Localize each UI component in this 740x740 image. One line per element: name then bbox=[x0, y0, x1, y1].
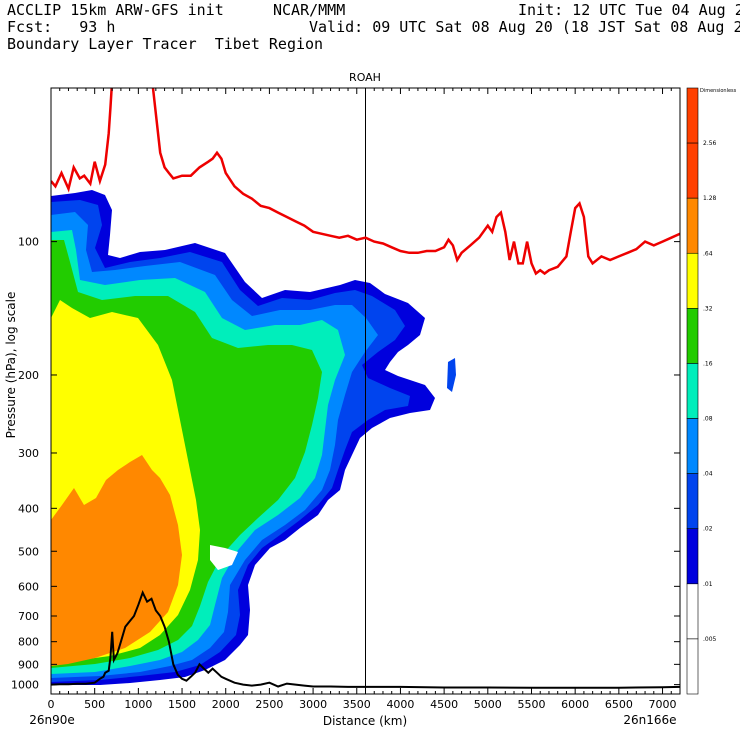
colorbar-level-label: 1.28 bbox=[703, 195, 717, 202]
colorbar-level-label: .08 bbox=[703, 416, 713, 423]
tracer-lower-blue-patch bbox=[447, 358, 456, 392]
x-tick-label: 3000 bbox=[299, 698, 327, 711]
x-tick-label: 3500 bbox=[343, 698, 371, 711]
x-tick-label: 5000 bbox=[474, 698, 502, 711]
header-init-time: Init: 12 UTC Tue 04 Aug 20 bbox=[518, 1, 740, 19]
colorbar-swatch bbox=[686, 418, 699, 474]
tracer-shading bbox=[51, 190, 456, 685]
chart-title: ROAH bbox=[349, 71, 381, 84]
x-axis-right-location: 26n166e bbox=[623, 713, 676, 727]
x-tick-label: 4500 bbox=[430, 698, 458, 711]
colorbar-level-label: .04 bbox=[703, 471, 713, 478]
y-tick-label: 700 bbox=[18, 610, 39, 623]
x-tick-label: 4000 bbox=[386, 698, 414, 711]
tracer-level-64 bbox=[51, 455, 182, 666]
y-tick-label: 900 bbox=[18, 658, 39, 671]
header-model-title: ACCLIP 15km ARW-GFS init bbox=[7, 1, 224, 19]
x-tick-label: 6000 bbox=[561, 698, 589, 711]
y-tick-label: 300 bbox=[18, 447, 39, 460]
y-axis-ticks: 100 200 300 400 500 600 700 800 900 1000 bbox=[11, 236, 680, 692]
x-tick-label: 7000 bbox=[649, 698, 677, 711]
header-field-name: Boundary Layer Tracer Tibet Region bbox=[7, 35, 324, 53]
colorbar-swatch bbox=[686, 197, 699, 254]
colorbar-level-label: 2.56 bbox=[703, 140, 717, 147]
x-axis-ticks: 0 500 1000 1500 2000 2500 3000 3500 4000 4500 5000… bbox=[48, 88, 677, 711]
colorbar-swatch bbox=[686, 308, 699, 364]
tropopause-line bbox=[51, 88, 680, 276]
colorbar-swatch bbox=[686, 638, 699, 695]
y-tick-label: 800 bbox=[18, 636, 39, 649]
colorbar-swatch bbox=[686, 363, 699, 419]
x-tick-label: 2000 bbox=[212, 698, 240, 711]
colorbar-level-label: .005 bbox=[703, 636, 717, 643]
colorbar-swatch bbox=[686, 583, 699, 640]
x-tick-label: 0 bbox=[48, 698, 55, 711]
x-tick-label: 6500 bbox=[605, 698, 633, 711]
y-tick-label: 1000 bbox=[11, 679, 39, 692]
header-valid-time: Valid: 09 UTC Sat 08 Aug 20 (18 JST Sat … bbox=[309, 18, 740, 36]
colorbar-level-label: .64 bbox=[703, 250, 713, 257]
colorbar-level-label: .01 bbox=[703, 581, 713, 588]
colorbar-level-label: .02 bbox=[703, 526, 713, 533]
colorbar-level-label: .16 bbox=[703, 360, 713, 367]
x-tick-label: 2500 bbox=[255, 698, 283, 711]
colorbar-swatch bbox=[686, 252, 699, 309]
colorbar-swatch bbox=[686, 528, 699, 585]
colorbar-swatch bbox=[686, 87, 699, 144]
x-axis-label: Distance (km) bbox=[323, 714, 407, 728]
y-tick-label: 600 bbox=[18, 580, 39, 593]
colorbar-swatch bbox=[686, 473, 699, 530]
colorbar-swatch bbox=[686, 142, 699, 199]
tracer-upper-yellow-patch bbox=[96, 330, 130, 400]
y-axis-label: Pressure (hPa), log scale bbox=[4, 292, 18, 439]
colorbar: Dimensionless 2.56 1.28 .64 .32 .16 .08 .04 .02.… bbox=[686, 87, 737, 695]
header-forecast-hour: Fcst: 93 h bbox=[7, 18, 116, 36]
x-tick-label: 1000 bbox=[124, 698, 152, 711]
x-tick-label: 500 bbox=[84, 698, 105, 711]
x-tick-label: 5500 bbox=[517, 698, 545, 711]
tracer-clear-pocket bbox=[210, 545, 238, 570]
colorbar-level-label: .32 bbox=[703, 305, 713, 312]
terrain-line bbox=[51, 590, 680, 689]
y-tick-label: 500 bbox=[18, 545, 39, 558]
y-tick-label: 400 bbox=[18, 502, 39, 515]
x-tick-label: 1500 bbox=[168, 698, 196, 711]
header-org: NCAR/MMM bbox=[273, 1, 346, 19]
x-axis-left-location: 26n90e bbox=[29, 713, 75, 727]
y-tick-label: 100 bbox=[18, 236, 39, 249]
colorbar-title: Dimensionless bbox=[700, 88, 737, 94]
y-tick-label: 200 bbox=[18, 369, 39, 382]
